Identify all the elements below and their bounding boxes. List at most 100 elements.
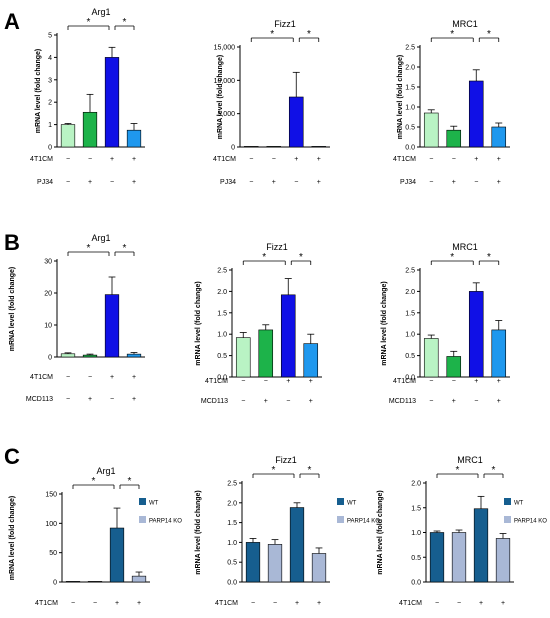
bar [258, 329, 274, 378]
condition-sign: − [429, 378, 433, 385]
y-tick-label: 2.0 [217, 289, 227, 296]
y-tick-label: 2.0 [405, 289, 415, 296]
condition-sign: + [452, 179, 456, 186]
bar [104, 294, 120, 358]
y-axis-label: mRNA level (fold change) [217, 55, 224, 140]
bar [311, 553, 327, 583]
significance-star: * [492, 465, 496, 476]
condition-sign: + [110, 374, 114, 381]
legend-swatch [337, 516, 344, 523]
panel-letter-a: A [4, 9, 20, 34]
y-tick-label: 10 [44, 323, 52, 330]
bar [267, 544, 283, 583]
significance-star: * [450, 252, 454, 263]
chart-b-arg1: Arg1 0 10 20 30 mRNA level (fold change) * * 4T1… [9, 233, 145, 403]
chart-c-mrc1: MRC1 0.0 0.5 1.0 1.5 2.0 mRNA level (fold chan… [377, 455, 547, 607]
significance-star: * [262, 252, 266, 263]
y-tick-label: 0 [48, 145, 52, 152]
bar [126, 353, 142, 358]
condition-sign: − [88, 374, 92, 381]
y-axis-label: mRNA level (fold change) [9, 267, 16, 352]
legend-label: PARP14 KO [347, 519, 380, 525]
legend-label: WT [514, 501, 524, 507]
y-tick-label: 0.0 [217, 375, 227, 382]
significance-star: * [123, 243, 127, 254]
y-tick-label: 100 [45, 521, 57, 528]
condition-label: PJ34 [220, 179, 236, 186]
y-axis-label: mRNA level (fold change) [195, 490, 202, 575]
condition-sign: − [286, 398, 290, 405]
condition-sign: − [272, 156, 276, 163]
condition-sign: + [474, 156, 478, 163]
legend-swatch [504, 516, 511, 523]
condition-sign: + [452, 398, 456, 405]
condition-label: 4T1CM [30, 374, 53, 381]
condition-sign: + [272, 179, 276, 186]
condition-sign: − [474, 398, 478, 405]
condition-sign: + [264, 398, 268, 405]
condition-label: PJ34 [400, 179, 416, 186]
condition-sign: − [249, 179, 253, 186]
bar [245, 542, 261, 583]
bar [126, 129, 142, 148]
significance-star: * [272, 465, 276, 476]
y-tick-label: 150 [45, 492, 57, 499]
y-tick-label: 2.0 [411, 481, 421, 488]
y-axis-label: mRNA level (fold change) [195, 281, 202, 366]
bar [491, 126, 507, 148]
condition-label: MCD113 [201, 398, 228, 405]
y-tick-label: 5,000 [217, 111, 235, 118]
y-tick-label: 20 [44, 291, 52, 298]
condition-sign: − [66, 374, 70, 381]
condition-sign: + [497, 398, 501, 405]
y-axis-label: mRNA level (fold change) [397, 55, 404, 140]
y-tick-label: 1.5 [411, 505, 421, 512]
condition-sign: + [88, 396, 92, 403]
y-tick-label: 1.5 [405, 310, 415, 317]
y-axis-label: mRNA level (fold change) [9, 496, 16, 581]
y-tick-label: 0.5 [405, 125, 415, 132]
y-tick-label: 1 [48, 122, 52, 129]
condition-sign: − [110, 396, 114, 403]
condition-sign: − [264, 378, 268, 385]
y-tick-label: 0.0 [411, 580, 421, 587]
condition-sign: + [286, 378, 290, 385]
significance-star: * [128, 476, 132, 487]
significance-star: * [87, 243, 91, 254]
condition-label: 4T1CM [393, 156, 416, 163]
significance-star: * [487, 29, 491, 40]
condition-sign: + [497, 156, 501, 163]
chart-b-fizz1: Fizz1 0.0 0.5 1.0 1.5 2.0 2.5 mRNA level (fold … [195, 242, 322, 405]
significance-star: * [87, 17, 91, 28]
legend-swatch [139, 498, 146, 505]
bar [468, 291, 484, 378]
condition-sign: + [88, 179, 92, 186]
bar [473, 508, 489, 583]
chart-title: MRC1 [452, 19, 478, 29]
condition-sign: − [66, 156, 70, 163]
chart-title: Fizz1 [274, 19, 296, 29]
y-axis-label: mRNA level (fold change) [377, 490, 384, 575]
legend-label: WT [347, 501, 357, 507]
condition-sign: + [132, 156, 136, 163]
condition-sign: − [93, 600, 97, 607]
panel-letter-c: C [4, 444, 20, 469]
condition-sign: − [241, 378, 245, 385]
significance-star: * [123, 17, 127, 28]
y-tick-label: 0 [231, 145, 235, 152]
y-tick-label: 1.0 [405, 105, 415, 112]
y-tick-label: 1.5 [217, 310, 227, 317]
condition-sign: + [474, 378, 478, 385]
bar [266, 146, 282, 148]
y-tick-label: 3 [48, 77, 52, 84]
bar [87, 581, 103, 583]
chart-title: Arg1 [96, 466, 115, 476]
y-tick-label: 2.5 [405, 268, 415, 275]
y-tick-label: 0.0 [227, 580, 237, 587]
condition-label: 4T1CM [215, 600, 238, 607]
y-tick-label: 0 [48, 355, 52, 362]
condition-sign: − [249, 156, 253, 163]
condition-label: 4T1CM [35, 600, 58, 607]
chart-title: MRC1 [457, 455, 483, 465]
